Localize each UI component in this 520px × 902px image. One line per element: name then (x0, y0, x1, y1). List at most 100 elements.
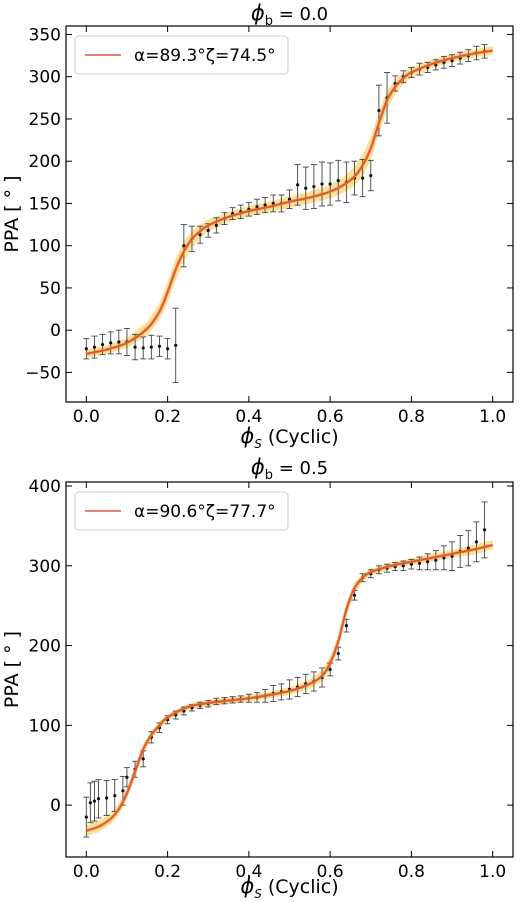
data-point-7 (140, 336, 147, 360)
data-point-3 (107, 331, 114, 355)
data-marker (474, 540, 479, 544)
x-axis-label: ϕS (Cyclic) (240, 424, 338, 451)
data-marker (165, 347, 170, 351)
data-marker (133, 345, 137, 349)
x-tick-label: 0.0 (73, 407, 100, 427)
y-tick-label: 0 (50, 321, 61, 341)
panel-top: 0.0 0.2 0.4 0.6 0.8 1.0 −50 0 50 100 150 200 250 300 3… (1, 1, 514, 451)
data-marker (328, 667, 332, 672)
data-point-33 (335, 646, 342, 661)
data-point-29 (319, 161, 326, 207)
data-point-9 (156, 335, 163, 357)
data-point-27 (302, 166, 309, 210)
plot-frame (65, 25, 514, 403)
x-tick-label: 0.6 (317, 862, 344, 882)
data-marker (361, 176, 365, 180)
chart-title: ϕb = 0.5 (251, 455, 328, 483)
data-marker (109, 341, 113, 345)
data-marker (157, 344, 162, 348)
data-point-47 (449, 541, 456, 572)
chart-title: ϕb = 0.0 (251, 1, 328, 29)
data-marker (206, 228, 210, 233)
data-marker (174, 343, 178, 347)
data-marker (88, 801, 92, 805)
data-point-3 (95, 779, 102, 819)
x-tick-label: 0.0 (73, 862, 100, 882)
data-marker (417, 561, 422, 565)
x-tick-label: 0.2 (154, 862, 181, 882)
xlabel-subscript: S (254, 437, 262, 451)
data-point-12 (180, 224, 187, 268)
fit-line (86, 544, 493, 832)
data-point-50 (473, 521, 480, 563)
data-point-4 (115, 329, 122, 355)
legend-label: α=89.3°ζ=74.5° (134, 46, 276, 66)
data-point-10 (164, 338, 171, 360)
data-marker (352, 593, 357, 597)
title-symbol: ϕ (251, 1, 265, 25)
y-tick-label: 200 (29, 152, 61, 172)
y-tick-label: 50 (39, 279, 61, 299)
data-point-1 (91, 335, 98, 359)
data-point-4 (103, 779, 110, 816)
xlabel-symbol: ϕ (240, 874, 254, 898)
data-marker (84, 815, 88, 819)
x-tick-label: 0.2 (154, 407, 181, 427)
data-point-45 (432, 550, 439, 571)
data-point-23 (270, 194, 277, 213)
data-marker (304, 186, 308, 190)
legend: α=90.6°ζ=77.7° (74, 491, 289, 531)
x-tick-label: 1.0 (479, 407, 506, 427)
title-subscript: b (265, 468, 273, 483)
y-tick-label: 150 (29, 194, 61, 214)
y-tick-label: 100 (29, 716, 61, 736)
title-value: = 0.0 (273, 4, 328, 25)
data-marker (377, 108, 381, 113)
data-point-46 (457, 51, 464, 65)
data-point-14 (197, 225, 204, 244)
data-marker (320, 182, 324, 186)
data-marker (369, 173, 373, 178)
y-tick-label: 0 (50, 796, 61, 816)
x-tick-label: 1.0 (479, 862, 506, 882)
y-tick-label: 100 (29, 237, 61, 257)
xlabel-text: (Cyclic) (262, 426, 339, 448)
data-point-49 (465, 530, 472, 567)
legend-box (74, 35, 289, 75)
data-marker (121, 789, 125, 793)
x-tick-label: 0.8 (398, 862, 425, 882)
data-point-30 (327, 162, 334, 206)
data-marker (263, 203, 267, 207)
data-marker (336, 651, 340, 656)
data-marker (96, 797, 101, 801)
data-marker (100, 342, 105, 347)
xlabel-subscript: S (254, 887, 262, 901)
xlabel-symbol: ϕ (240, 424, 254, 448)
data-point-26 (294, 164, 301, 206)
data-point-11 (172, 307, 179, 384)
legend-label: α=90.6°ζ=77.7° (134, 502, 276, 522)
data-point-42 (408, 558, 415, 570)
data-point-44 (424, 553, 431, 571)
y-tick-label: 400 (29, 477, 61, 497)
data-point-46 (440, 545, 447, 571)
data-point-35 (367, 159, 374, 192)
title-symbol: ϕ (251, 455, 265, 479)
x-tick-label: 0.6 (317, 407, 344, 427)
data-marker (482, 528, 487, 532)
data-point-2 (91, 780, 98, 822)
data-marker (105, 796, 109, 800)
data-marker (328, 182, 332, 186)
y-axis-label: PPA [ ° ] (1, 631, 23, 708)
x-tick-label: 0.4 (235, 862, 262, 882)
xlabel-text: (Cyclic) (262, 876, 339, 898)
data-marker (125, 775, 129, 779)
data-point-14 (180, 706, 187, 716)
data-point-18 (229, 207, 236, 220)
y-tick-label: 300 (29, 68, 61, 88)
title-subscript: b (265, 14, 273, 29)
data-marker (434, 558, 438, 562)
x-tick-label: 0.8 (398, 407, 425, 427)
data-point-8 (148, 334, 155, 360)
